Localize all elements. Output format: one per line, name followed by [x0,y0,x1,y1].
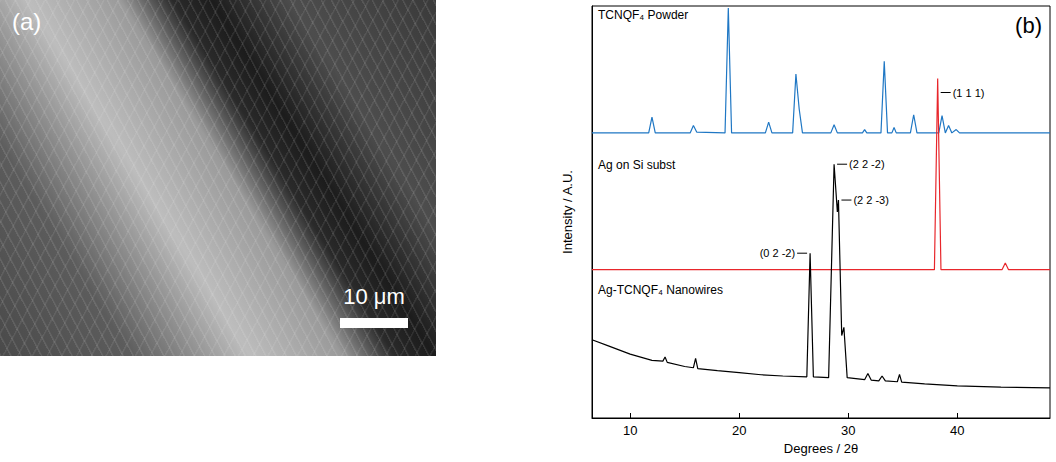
svg-text:30: 30 [841,423,855,438]
svg-text:Degrees / 2θ: Degrees / 2θ [784,441,858,456]
svg-text:40: 40 [950,423,964,438]
svg-text:Ag-TCNQF₄ Nanowires: Ag-TCNQF₄ Nanowires [598,283,723,297]
svg-text:Intensity / A.U.: Intensity / A.U. [560,170,575,254]
svg-text:(1 1 1): (1 1 1) [953,87,985,99]
svg-text:TCNQF₄ Powder: TCNQF₄ Powder [598,8,688,22]
svg-text:(2 2 -2): (2 2 -2) [849,158,884,170]
svg-text:(b): (b) [1015,13,1042,38]
svg-text:(2 2 -3): (2 2 -3) [853,194,888,206]
svg-text:Ag on Si subst: Ag on Si subst [598,158,676,172]
svg-text:10: 10 [623,423,637,438]
svg-text:20: 20 [732,423,746,438]
svg-text:(0 2 -2): (0 2 -2) [760,247,795,259]
html-text:10 μm: 10 μm [343,284,405,309]
html-text:(a): (a) [12,8,42,35]
